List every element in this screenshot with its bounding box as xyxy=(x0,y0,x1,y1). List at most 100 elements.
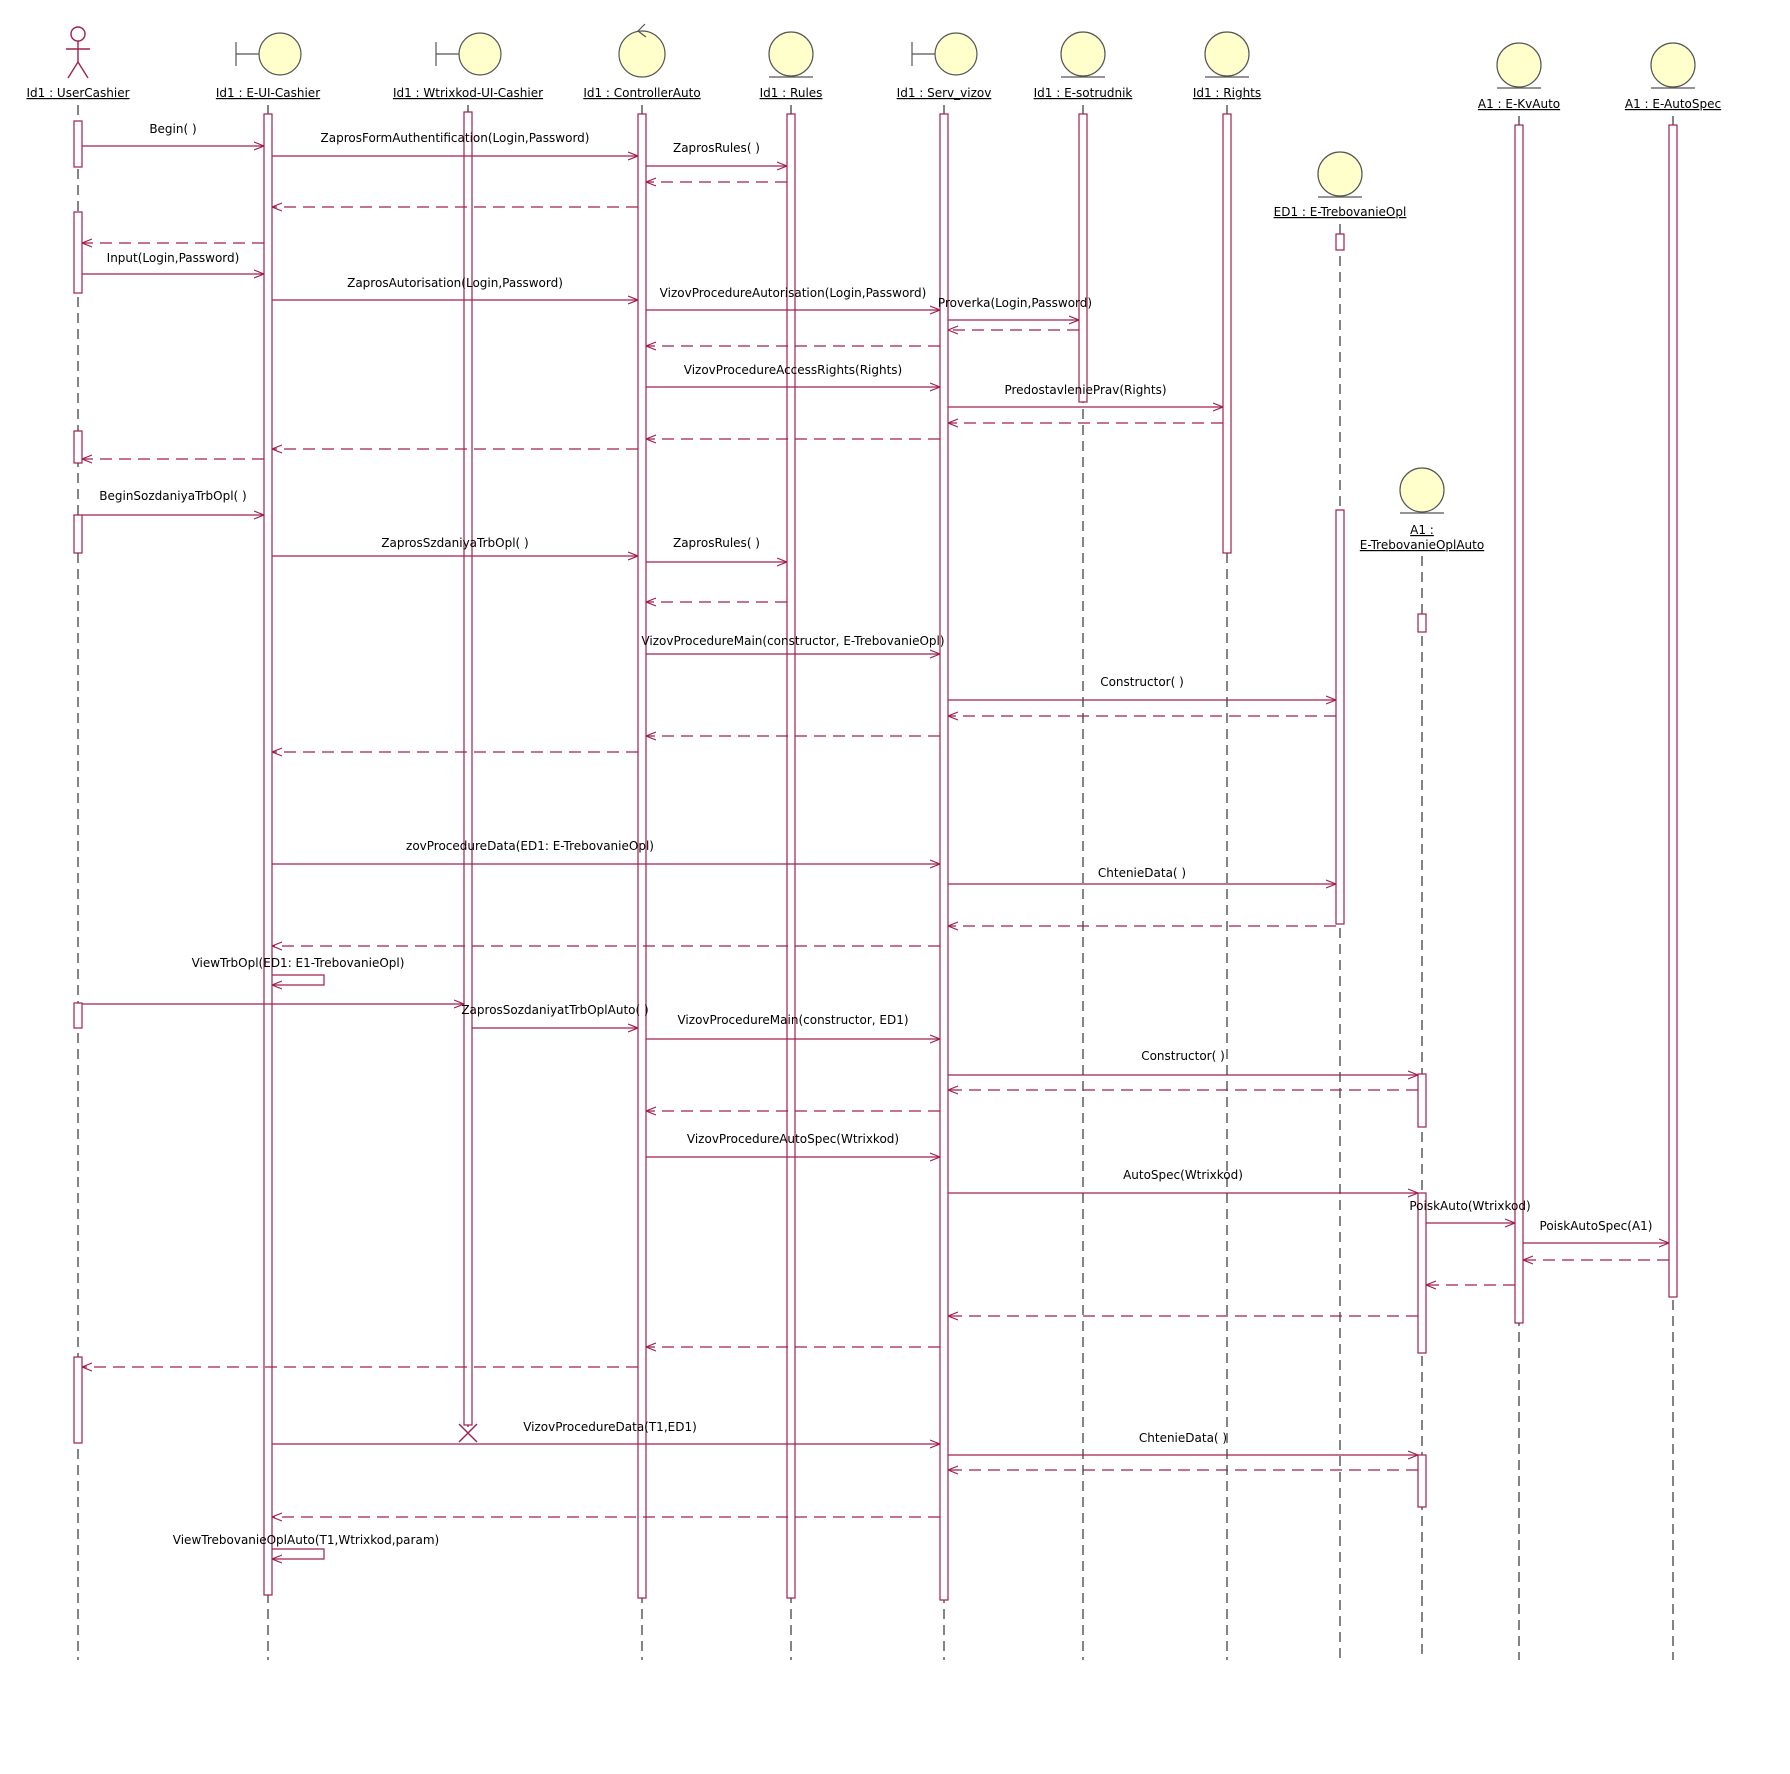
message: ChtenieData( ) xyxy=(948,1431,1418,1455)
message-label: Proverka(Login,Password) xyxy=(938,296,1092,310)
message-label: VizovProcedureAutorisation(Login,Passwor… xyxy=(660,286,927,300)
object-kv: A1 : E-KvAuto xyxy=(1478,42,1560,111)
message: Constructor( ) xyxy=(948,1049,1418,1075)
activation-rules xyxy=(786,113,796,1599)
message-line xyxy=(272,1548,325,1559)
entity-icon xyxy=(1399,467,1445,514)
object-label-kv: A1 : E-KvAuto xyxy=(1478,97,1560,111)
object-label-ctrl: Id1 : ControllerAuto xyxy=(583,86,700,100)
object-ui: Id1 : E-UI-Cashier xyxy=(216,32,320,100)
activation-wtr xyxy=(463,111,473,1426)
message-label: VizovProcedureMain(constructor, E-Trebov… xyxy=(641,634,944,648)
object-label-rights: Id1 : Rights xyxy=(1193,86,1261,100)
message-label: PredostavleniePrav(Rights) xyxy=(1004,383,1166,397)
message: ZaprosFormAuthentification(Login,Passwor… xyxy=(272,131,638,156)
object-label-rules: Id1 : Rules xyxy=(760,86,823,100)
message-label: ZaprosSozdaniyatTrbOplAuto( ) xyxy=(461,1003,648,1017)
message-label: ChtenieData( ) xyxy=(1139,1431,1227,1445)
message-label: Constructor( ) xyxy=(1100,675,1184,689)
entity-icon xyxy=(1650,42,1696,89)
message: VizovProcedureData(T1,ED1) xyxy=(272,1420,940,1444)
object-rights: Id1 : Rights xyxy=(1193,31,1261,100)
object-label-wtr: Id1 : Wtrixkod-UI-Cashier xyxy=(393,86,543,100)
message: PoiskAuto(Wtrixkod) xyxy=(1409,1199,1531,1223)
boundary-icon xyxy=(435,32,502,76)
message: BeginSozdaniyaTrbOpl( ) xyxy=(82,489,264,515)
object-serv: Id1 : Serv_vizov xyxy=(897,32,991,100)
object-headers: Id1 : UserCashier Id1 : E-UI-Cashier Id1 :… xyxy=(26,23,1721,552)
message-label: ViewTrebovanieOplAuto(T1,Wtrixkod,param) xyxy=(173,1533,439,1547)
message: Input(Login,Password) xyxy=(82,251,264,274)
message: VizovProcedureAutorisation(Login,Passwor… xyxy=(646,286,940,310)
activation-user xyxy=(73,1002,83,1029)
entity-icon xyxy=(1204,31,1250,78)
object-label-ui: Id1 : E-UI-Cashier xyxy=(216,86,320,100)
activation-a1t xyxy=(1417,1073,1427,1128)
destroy-marker xyxy=(458,1423,478,1443)
activation-user xyxy=(73,514,83,554)
message-label: Constructor( ) xyxy=(1141,1049,1225,1063)
message: PoiskAutoSpec(A1) xyxy=(1523,1219,1669,1243)
activation-bars xyxy=(73,111,1678,1601)
activation-user xyxy=(73,1356,83,1444)
message-label: Begin( ) xyxy=(149,122,196,136)
self-message: ViewTrebovanieOplAuto(T1,Wtrixkod,param) xyxy=(173,1533,439,1559)
message-label: zovProcedureData(ED1: E-TrebovanieOpl) xyxy=(406,839,654,853)
message: PredostavleniePrav(Rights) xyxy=(948,383,1223,407)
message: Begin( ) xyxy=(82,122,264,146)
object-label-sotr: Id1 : E-sotrudnik xyxy=(1034,86,1133,100)
object-label-a1t: A1 : xyxy=(1410,523,1434,537)
entity-icon xyxy=(1060,31,1106,78)
object-wtr: Id1 : Wtrixkod-UI-Cashier xyxy=(393,32,543,100)
message-label: ZaprosFormAuthentification(Login,Passwor… xyxy=(321,131,590,145)
actor-icon xyxy=(66,26,90,79)
activation-ed1 xyxy=(1335,509,1345,925)
boundary-icon xyxy=(235,32,302,76)
message-label: PoiskAutoSpec(A1) xyxy=(1540,1219,1653,1233)
messages: Begin( ) ZaprosFormAuthentification(Login… xyxy=(82,122,1669,1559)
self-message: ViewTrbOpl(ED1: E1-TrebovanieOpl) xyxy=(192,956,405,985)
message-label: ViewTrbOpl(ED1: E1-TrebovanieOpl) xyxy=(192,956,405,970)
message: ZaprosSzdaniyaTrbOpl( ) xyxy=(272,536,638,556)
object-label-spec: A1 : E-AutoSpec xyxy=(1625,97,1721,111)
message-label: VizovProcedureAccessRights(Rights) xyxy=(684,363,902,377)
activation-ui xyxy=(263,113,273,1596)
boundary-icon xyxy=(911,32,978,76)
message: VizovProcedureMain(constructor, E-Trebov… xyxy=(641,634,945,654)
object-rules: Id1 : Rules xyxy=(760,31,823,100)
entity-icon xyxy=(768,31,814,78)
object-sotr: Id1 : E-sotrudnik xyxy=(1034,31,1133,100)
activation-ed1 xyxy=(1335,233,1345,251)
message: AutoSpec(Wtrixkod) xyxy=(948,1168,1418,1193)
object-label-user: Id1 : UserCashier xyxy=(26,86,129,100)
message: ZaprosSozdaniyatTrbOplAuto( ) xyxy=(461,1003,649,1028)
message: ChtenieData( ) xyxy=(948,866,1336,884)
message-label: ZaprosRules( ) xyxy=(673,536,760,550)
activation-ctrl xyxy=(637,113,647,1599)
message-label: ZaprosAutorisation(Login,Password) xyxy=(347,276,563,290)
activation-sotr xyxy=(1078,113,1088,403)
activation-user xyxy=(73,430,83,464)
message-label: Input(Login,Password) xyxy=(107,251,240,265)
object-user: Id1 : UserCashier xyxy=(26,26,130,100)
activation-a1t xyxy=(1417,613,1427,633)
activation-serv xyxy=(939,113,949,1601)
message-label: ZaprosRules( ) xyxy=(673,141,760,155)
activation-a1t xyxy=(1417,1454,1427,1508)
message: ZaprosRules( ) xyxy=(646,536,787,562)
message-label: VizovProcedureAutoSpec(Wtrixkod) xyxy=(687,1132,899,1146)
lifelines xyxy=(77,105,1674,1660)
activation-kv xyxy=(1514,124,1524,1324)
message: VizovProcedureAccessRights(Rights) xyxy=(646,363,940,387)
message-label: ZaprosSzdaniyaTrbOpl( ) xyxy=(381,536,528,550)
message: zovProcedureData(ED1: E-TrebovanieOpl) xyxy=(272,839,940,864)
message: VizovProcedureAutoSpec(Wtrixkod) xyxy=(646,1132,940,1157)
activation-spec xyxy=(1668,124,1678,1298)
activation-a1t xyxy=(1417,1192,1427,1354)
message: Constructor( ) xyxy=(948,675,1336,700)
entity-icon xyxy=(1317,151,1363,198)
message-label: PoiskAuto(Wtrixkod) xyxy=(1409,1199,1530,1213)
message: ZaprosAutorisation(Login,Password) xyxy=(272,276,638,300)
object-ed1: ED1 : E-TrebovanieOpl xyxy=(1274,151,1406,219)
